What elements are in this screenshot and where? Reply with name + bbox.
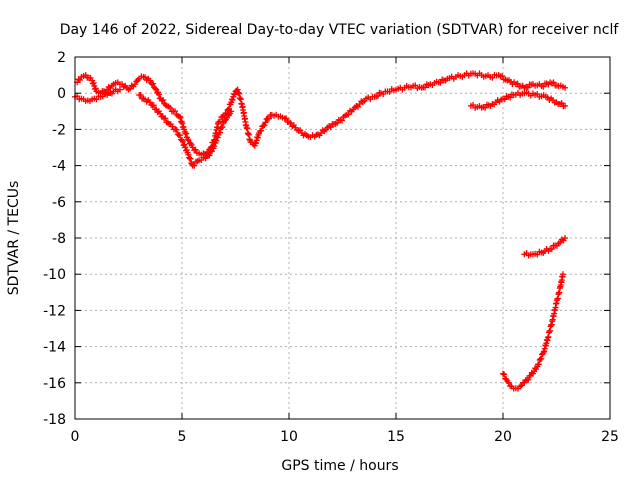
data-points: [72, 70, 569, 392]
data-point: [92, 85, 99, 92]
data-point: [176, 132, 183, 139]
chart-title: Day 146 of 2022, Sidereal Day-to-day VTE…: [60, 22, 620, 38]
data-point: [262, 119, 269, 126]
y-tick-label: 2: [57, 50, 66, 66]
data-point: [206, 152, 213, 159]
data-point: [150, 80, 157, 87]
data-point: [550, 79, 557, 86]
data-point: [261, 122, 268, 129]
data-point: [127, 85, 134, 92]
data-point: [76, 76, 83, 83]
data-point: [258, 127, 265, 134]
data-point: [90, 79, 97, 86]
data-point: [157, 110, 164, 117]
data-point: [482, 104, 489, 111]
data-point: [158, 97, 165, 104]
data-point: [214, 134, 221, 141]
data-point: [231, 91, 238, 98]
data-point: [183, 147, 190, 154]
data-point: [191, 162, 198, 169]
data-point: [535, 361, 542, 368]
data-point: [167, 104, 174, 111]
data-point: [334, 119, 341, 126]
data-point: [93, 96, 100, 103]
x-tick-label: 15: [387, 429, 405, 445]
data-point: [338, 117, 345, 124]
y-tick-label: -10: [43, 267, 66, 283]
data-point: [184, 136, 191, 143]
data-point: [499, 72, 506, 79]
data-point: [116, 86, 123, 93]
data-point: [507, 94, 514, 101]
data-point: [374, 92, 381, 99]
data-point: [152, 85, 159, 92]
data-point: [150, 102, 157, 109]
data-point: [185, 137, 192, 144]
data-point: [137, 91, 144, 98]
y-tick-label: -6: [52, 195, 66, 211]
data-point: [540, 83, 547, 90]
y-axis-title: SDTVAR / TECUs: [6, 181, 22, 296]
data-point: [213, 137, 220, 144]
x-tick-label: 0: [71, 429, 80, 445]
data-point: [327, 124, 334, 131]
x-axis-title: GPS time / hours: [281, 458, 398, 474]
y-tick-label: -14: [43, 340, 66, 356]
x-tick-label: 20: [494, 429, 512, 445]
data-point: [501, 371, 508, 378]
data-point: [155, 91, 162, 98]
data-point: [229, 96, 236, 103]
data-point: [562, 102, 569, 109]
data-point: [345, 111, 352, 118]
data-point: [283, 115, 290, 122]
x-tick-label: 10: [280, 429, 298, 445]
data-point: [287, 120, 294, 127]
x-tick-label: 25: [601, 429, 619, 445]
data-point: [216, 129, 223, 136]
data-point: [562, 84, 569, 91]
data-point: [211, 143, 218, 150]
data-point: [183, 130, 190, 137]
data-point: [187, 155, 194, 162]
data-point: [562, 235, 569, 241]
data-point: [185, 151, 192, 158]
data-point: [228, 108, 235, 115]
data-point: [188, 141, 195, 148]
data-point: [422, 84, 429, 91]
data-point: [558, 100, 565, 107]
data-point: [524, 84, 531, 91]
y-tick-label: 0: [57, 86, 66, 102]
data-point: [162, 115, 169, 122]
data-point: [437, 79, 444, 86]
data-point: [548, 246, 555, 253]
y-tick-label: -18: [43, 412, 66, 428]
y-tick-label: -16: [43, 376, 66, 392]
data-point: [514, 80, 521, 87]
data-point: [505, 379, 512, 386]
data-point: [172, 108, 179, 115]
x-tick-label: 5: [178, 429, 187, 445]
y-tick-label: -8: [52, 231, 66, 247]
data-point: [266, 115, 273, 122]
y-tick-label: -4: [52, 159, 66, 175]
data-point: [559, 271, 566, 278]
data-point: [260, 122, 267, 129]
data-point: [160, 97, 167, 104]
data-point: [501, 96, 508, 103]
data-point: [219, 124, 226, 131]
y-tick-label: -12: [43, 303, 66, 319]
data-point: [525, 376, 532, 383]
data-point: [192, 146, 199, 153]
data-point: [173, 126, 180, 133]
data-point: [538, 355, 545, 362]
y-tick-label: -2: [52, 122, 66, 138]
